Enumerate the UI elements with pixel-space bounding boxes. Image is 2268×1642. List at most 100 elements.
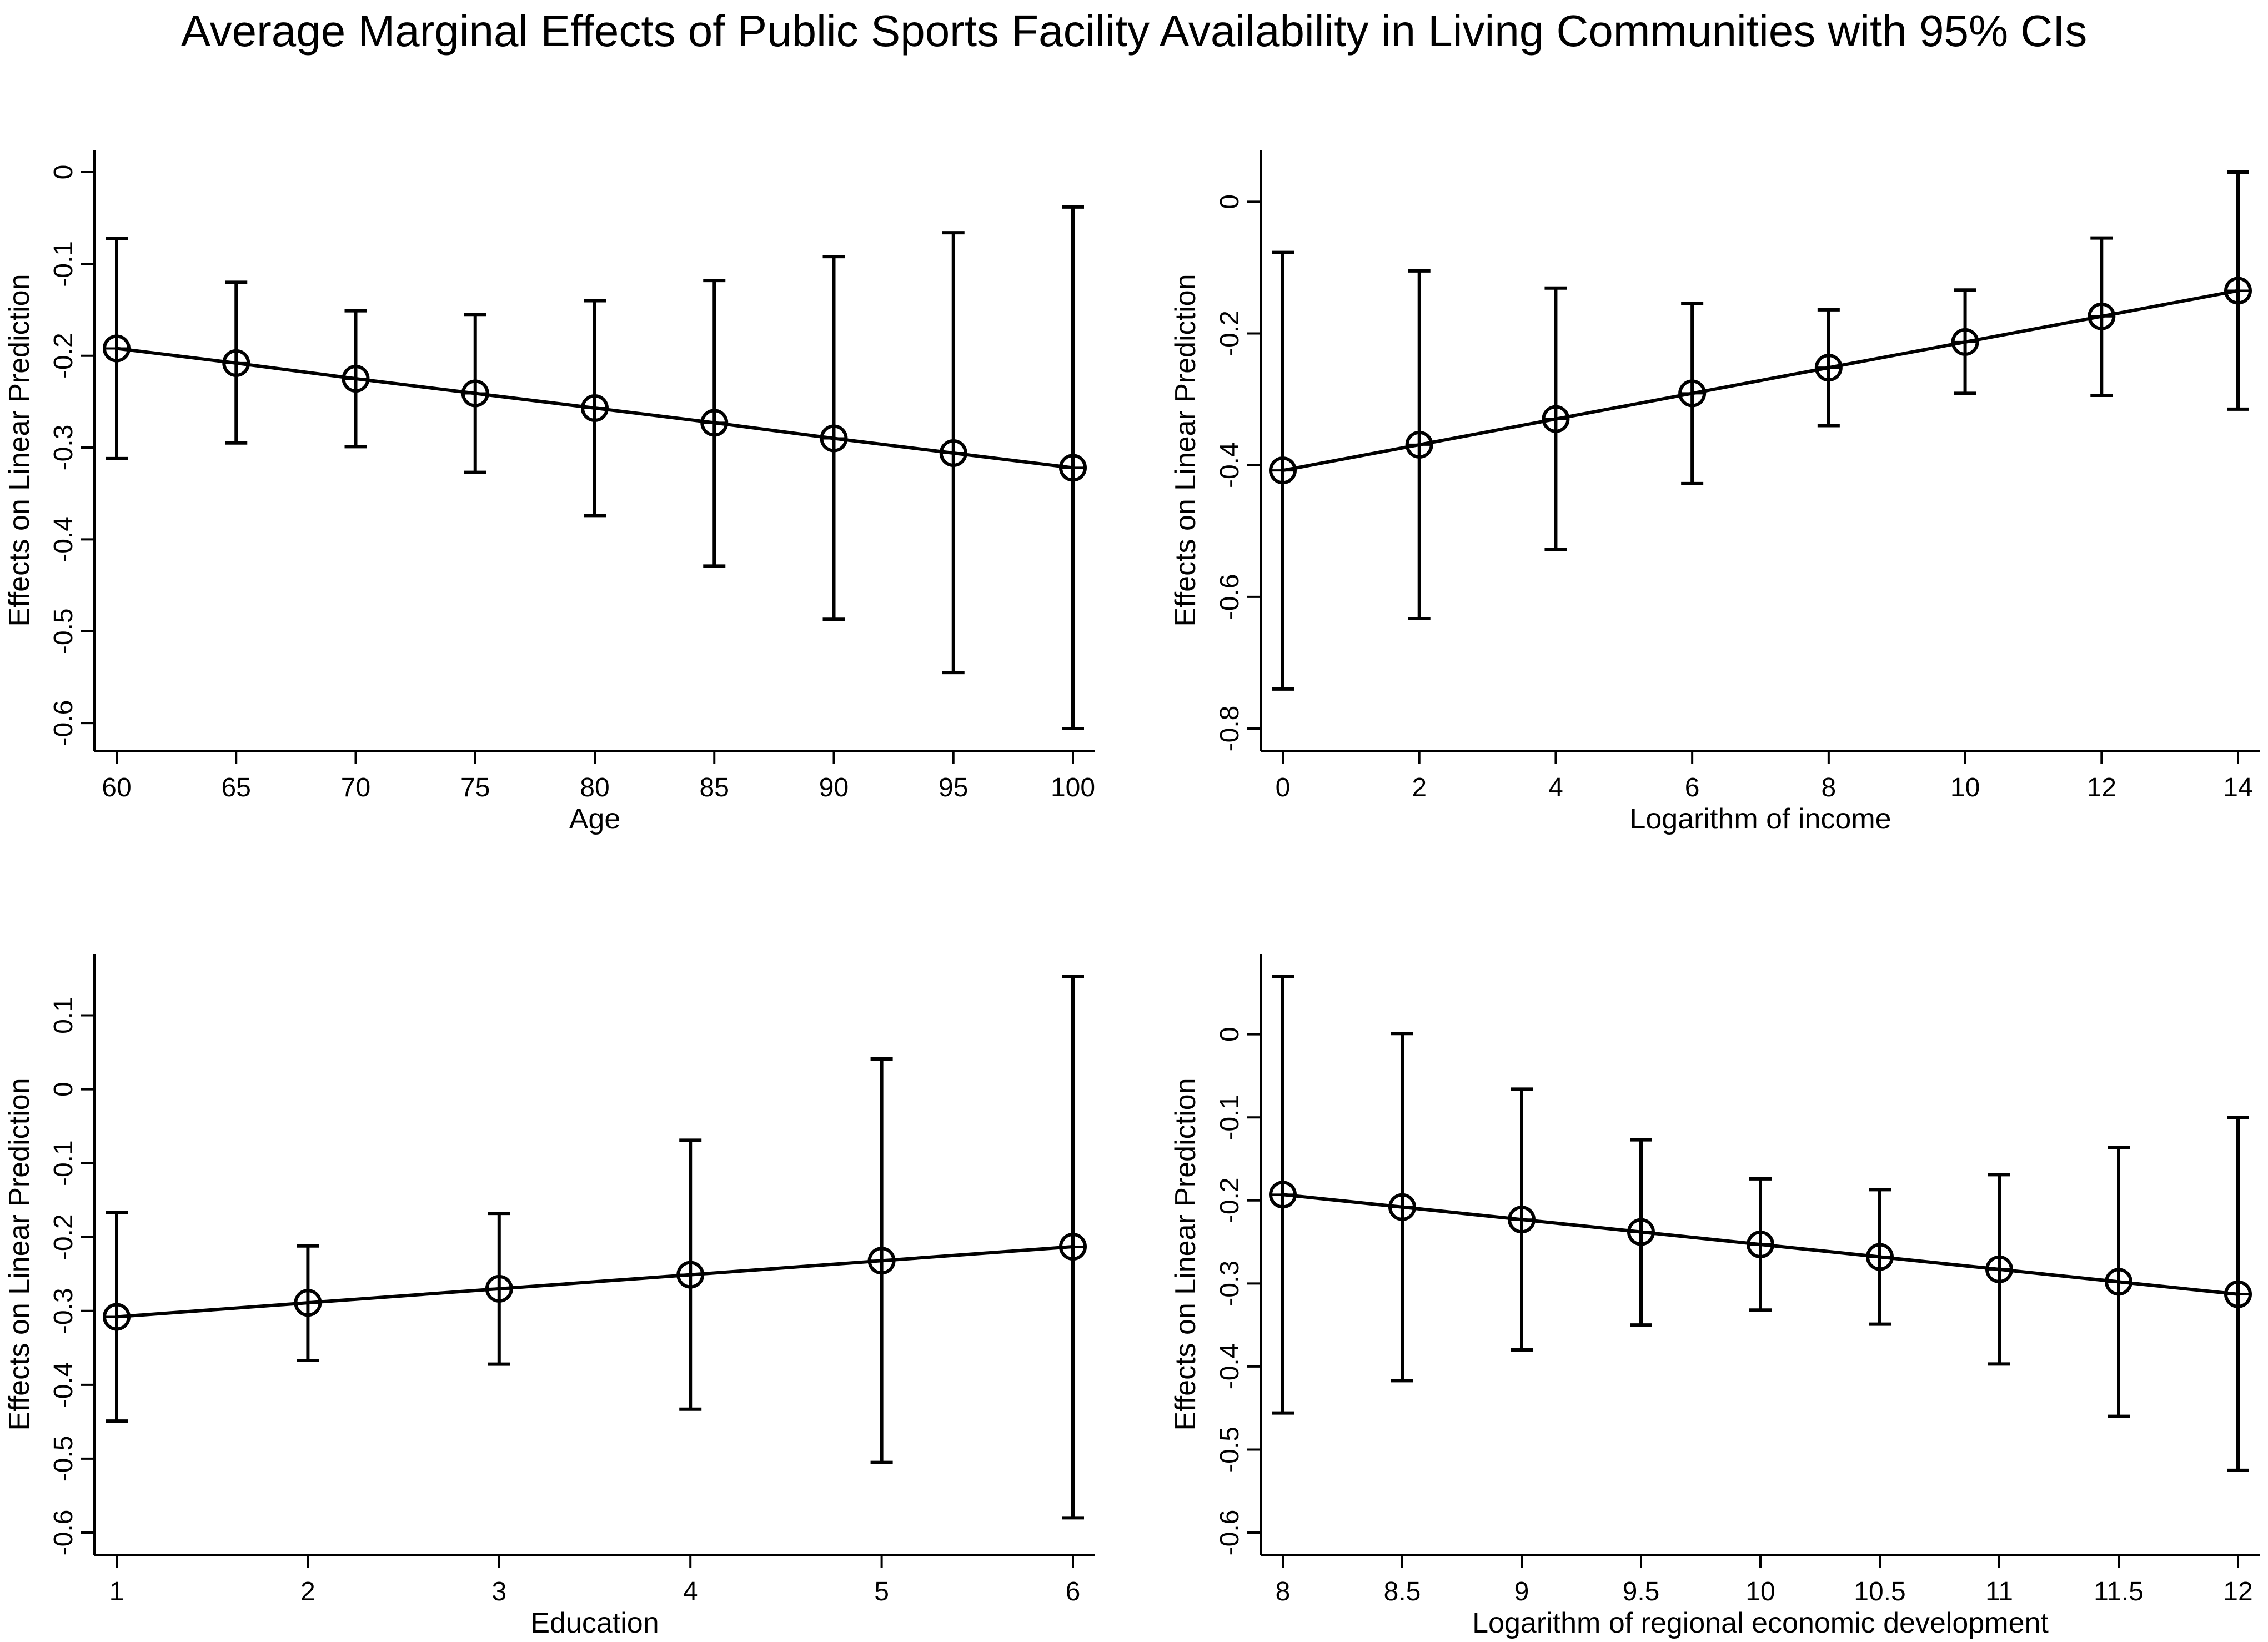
x-tick-label: 4	[683, 1577, 698, 1606]
x-tick-label: 12	[2087, 773, 2116, 802]
data-point	[1866, 1243, 1894, 1271]
series-line	[116, 1245, 1073, 1319]
data-point	[461, 379, 489, 408]
y-tick-label: -0.6	[49, 700, 78, 746]
data-point	[1405, 430, 1433, 459]
data-point	[1951, 328, 1979, 356]
data-point	[939, 439, 967, 467]
series-line	[1282, 289, 2239, 473]
chart-panel-4: -0.6 -0.5 -0.4 -0.3 -0.2 -0.1 0 8 8.5 9 9.5 10 10.5 1…	[1170, 954, 2260, 1639]
data-point	[676, 1261, 705, 1289]
x-tick-label: 75	[460, 773, 490, 802]
data-point	[1678, 379, 1707, 408]
y-tick-label: -0.1	[49, 241, 78, 287]
y-tick-label: -0.5	[49, 1436, 78, 1482]
y-tick-label: -0.8	[1215, 706, 1245, 752]
x-tick-label: 11.5	[2094, 1577, 2144, 1606]
data-point	[1627, 1218, 1655, 1246]
x-tick-label: 6	[1066, 1577, 1081, 1606]
y-tick-label: -0.6	[49, 1510, 78, 1556]
x-tick-label: 9	[1514, 1577, 1529, 1606]
y-tick-label: 0	[49, 1082, 78, 1097]
data-point	[294, 1289, 322, 1317]
chart-panel-1: -0.6 -0.5 -0.4 -0.3 -0.2 -0.1 0 60 65 70 75 80 85 90 9…	[3, 150, 1095, 835]
data-point	[1542, 405, 1570, 433]
y-tick-label: -0.6	[1215, 574, 1245, 620]
x-tick-label: 85	[700, 773, 729, 802]
y-tick-label: -0.3	[49, 425, 78, 471]
y-tick-label: -0.4	[1215, 442, 1245, 488]
x-tick-label: 1	[109, 1577, 124, 1606]
data-point	[342, 365, 370, 393]
x-tick-label: 10	[1950, 773, 1980, 802]
y-tick-label: -0.2	[1215, 310, 1245, 356]
y-tick-label: 0	[1215, 1027, 1245, 1042]
x-tick-label: 0	[1276, 773, 1291, 802]
y-tick-label: -0.3	[49, 1288, 78, 1334]
data-point	[1269, 456, 1297, 485]
x-tick-label: 9.5	[1623, 1577, 1660, 1606]
y-tick-label: -0.6	[1215, 1510, 1245, 1556]
y-tick-label: -0.1	[1215, 1094, 1245, 1141]
data-point	[867, 1247, 896, 1275]
data-point	[103, 1303, 131, 1331]
x-tick-label: 8.5	[1384, 1577, 1421, 1606]
data-point	[1059, 454, 1087, 482]
y-axis-title: Effects on Linear Prediction	[1170, 1078, 1202, 1431]
y-tick-label: -0.4	[49, 1362, 78, 1408]
data-point	[1059, 1233, 1087, 1261]
x-tick-label: 2	[1412, 773, 1427, 802]
figure-title: Average Marginal Effects of Public Sport…	[180, 6, 2088, 56]
y-tick-label: -0.4	[49, 516, 78, 563]
chart-panel-2: -0.8 -0.6 -0.4 -0.2 0 0 2 4 6 8 10 12 14 Logarithm of…	[1170, 150, 2260, 835]
data-point	[103, 334, 131, 363]
x-tick-label: 4	[1548, 773, 1563, 802]
y-tick-label: -0.1	[49, 1140, 78, 1186]
data-point	[2088, 302, 2116, 330]
x-tick-label: 14	[2223, 773, 2252, 802]
data-point	[222, 349, 250, 377]
x-tick-label: 8	[1822, 773, 1837, 802]
y-tick-label: 0.1	[49, 997, 78, 1034]
x-tick-label: 3	[491, 1577, 506, 1606]
x-tick-label: 6	[1685, 773, 1700, 802]
y-tick-label: -0.2	[49, 333, 78, 379]
data-point	[1985, 1255, 2013, 1283]
y-tick-label: -0.4	[1215, 1344, 1245, 1390]
x-axis-title: Logarithm of regional economic developme…	[1472, 1607, 2049, 1639]
x-tick-label: 100	[1051, 773, 1095, 802]
x-tick-label: 11	[1985, 1577, 2013, 1606]
y-axis-title: Effects on Linear Prediction	[1170, 274, 1202, 627]
y-tick-label: -0.3	[1215, 1261, 1245, 1307]
data-point	[1388, 1193, 1416, 1221]
data-point	[1747, 1231, 1774, 1259]
data-point	[1508, 1206, 1536, 1234]
chart-panel-3: -0.6 -0.5 -0.4 -0.3 -0.2 -0.1 0 0.1 1 2 3 4 5 6 Educat…	[3, 954, 1095, 1639]
x-tick-label: 8	[1276, 1577, 1291, 1606]
y-axis-title: Effects on Linear Prediction	[3, 274, 36, 627]
data-point	[485, 1274, 513, 1303]
x-tick-label: 60	[102, 773, 131, 802]
y-tick-label: -0.5	[1215, 1427, 1245, 1473]
data-point	[820, 424, 848, 453]
data-point	[2105, 1268, 2132, 1296]
y-tick-label: -0.2	[49, 1214, 78, 1260]
x-tick-label: 12	[2223, 1577, 2252, 1606]
x-tick-label: 90	[819, 773, 849, 802]
data-point	[700, 409, 729, 437]
data-point	[1814, 354, 1843, 382]
x-tick-label: 65	[222, 773, 251, 802]
x-tick-label: 80	[580, 773, 609, 802]
x-tick-label: 5	[874, 1577, 889, 1606]
y-axis-title: Effects on Linear Prediction	[3, 1078, 36, 1431]
x-tick-label: 95	[939, 773, 968, 802]
data-point	[2224, 1280, 2252, 1308]
data-point	[581, 394, 609, 422]
y-tick-label: 0	[49, 165, 78, 180]
x-tick-label: 10.5	[1854, 1577, 1905, 1606]
x-tick-label: 10	[1745, 1577, 1775, 1606]
y-tick-label: 0	[1215, 194, 1245, 209]
x-tick-label: 70	[341, 773, 370, 802]
x-axis-title: Logarithm of income	[1629, 803, 1891, 835]
